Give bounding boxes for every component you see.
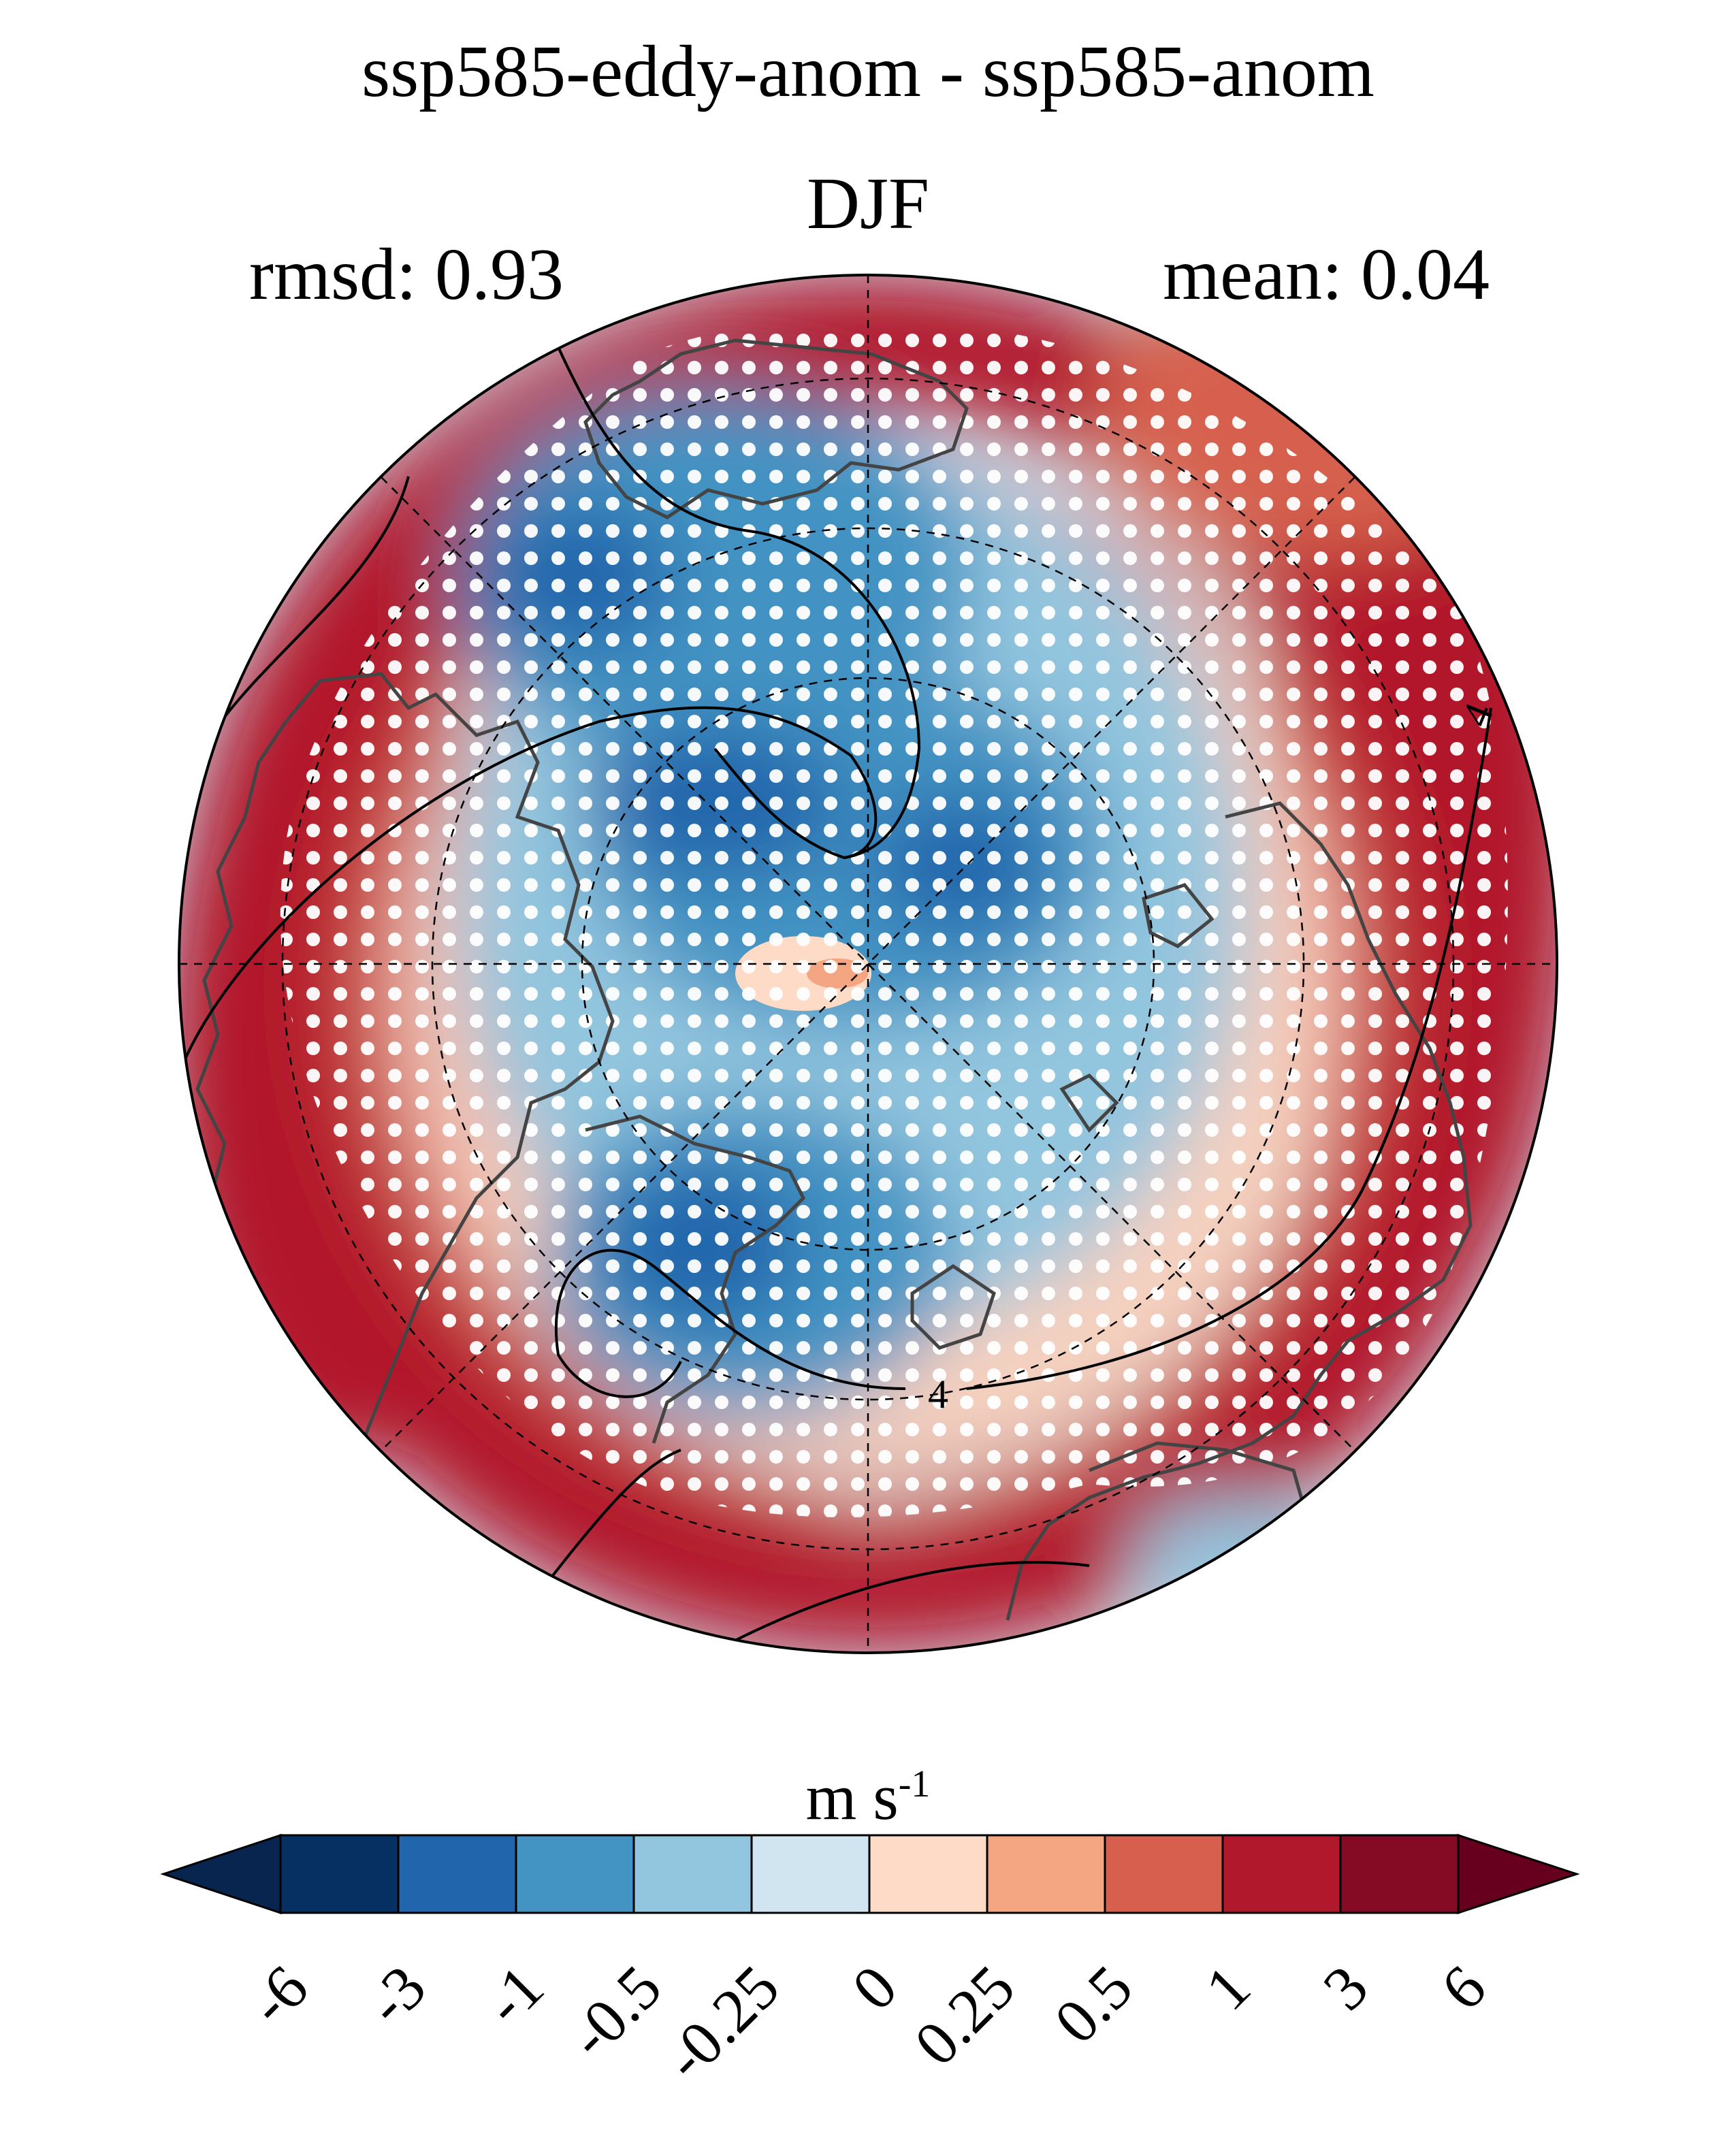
colorbar-tick-label: -6 <box>235 1952 321 2038</box>
colorbar-tick-label: -0.5 <box>556 1952 675 2071</box>
colorbar-swatch <box>1339 1834 1460 1914</box>
latitude-circle-outer <box>281 377 1455 1551</box>
colorbar-extend-low <box>160 1833 282 1915</box>
colorbar-swatch <box>750 1834 871 1914</box>
season-label: DJF <box>806 163 930 244</box>
contour-label-south: 4 <box>928 1372 948 1417</box>
colorbar-swatch <box>397 1834 517 1914</box>
significance-stippling <box>280 320 1508 1517</box>
units-exponent: -1 <box>898 1763 931 1805</box>
contour-line-south-edge <box>721 1561 1090 1649</box>
contour-line-4-east <box>966 707 1492 1390</box>
rmsd-stat: rmsd: 0.93 <box>249 234 564 315</box>
meridian-diagonal-2 <box>381 477 1355 1451</box>
colorbar-swatch <box>515 1834 635 1914</box>
coastline-siberia <box>910 883 1215 1350</box>
colorbar-swatch <box>632 1834 753 1914</box>
colorbar-swatch <box>279 1834 400 1914</box>
contour-line-4-west <box>182 706 878 1063</box>
graticule <box>179 275 1557 1653</box>
coastline-greenland <box>583 338 969 519</box>
colorbar-tick-label: 0.5 <box>1041 1952 1145 2056</box>
contour-line-northwest <box>210 476 410 737</box>
colorbar-tick-label: 6 <box>1428 1952 1499 2024</box>
meridian-diagonal-1 <box>381 477 1355 1451</box>
colorbar-swatch <box>986 1834 1106 1914</box>
colorbar-swatch <box>1221 1834 1342 1914</box>
colorbar-swatch <box>1104 1834 1224 1914</box>
contour-line-4-north <box>557 346 921 859</box>
latitude-circle-inner <box>581 677 1155 1251</box>
colorbar-tick-label: 1 <box>1192 1952 1264 2024</box>
colorbar-tick-label: 0.25 <box>901 1952 1028 2079</box>
map-boundary <box>178 274 1558 1654</box>
colorbar-tick-label: -3 <box>353 1952 438 2038</box>
coastline-americas <box>195 672 615 1471</box>
coastline-alaska <box>585 1114 806 1444</box>
colorbar-tick-label: 3 <box>1310 1952 1381 2024</box>
latitude-circle-mid <box>431 527 1305 1401</box>
map-title: ssp585-eddy-anom - ssp585-anom <box>361 31 1375 112</box>
colorbar-tick-label: -1 <box>470 1952 556 2038</box>
colorbar-extend-high <box>1457 1833 1580 1915</box>
colorbar-swatch <box>868 1834 988 1914</box>
contour-line-southwest <box>543 1449 681 1587</box>
colorbar-tick-label: -0.25 <box>651 1952 792 2094</box>
colorbar-tick-label: 0 <box>839 1952 910 2024</box>
mean-stat: mean: 0.04 <box>1163 234 1490 315</box>
colorbar-units: m s-1 <box>0 1764 1736 1830</box>
units-main: m s <box>805 1760 899 1833</box>
contour-line-4-south <box>554 1248 906 1398</box>
